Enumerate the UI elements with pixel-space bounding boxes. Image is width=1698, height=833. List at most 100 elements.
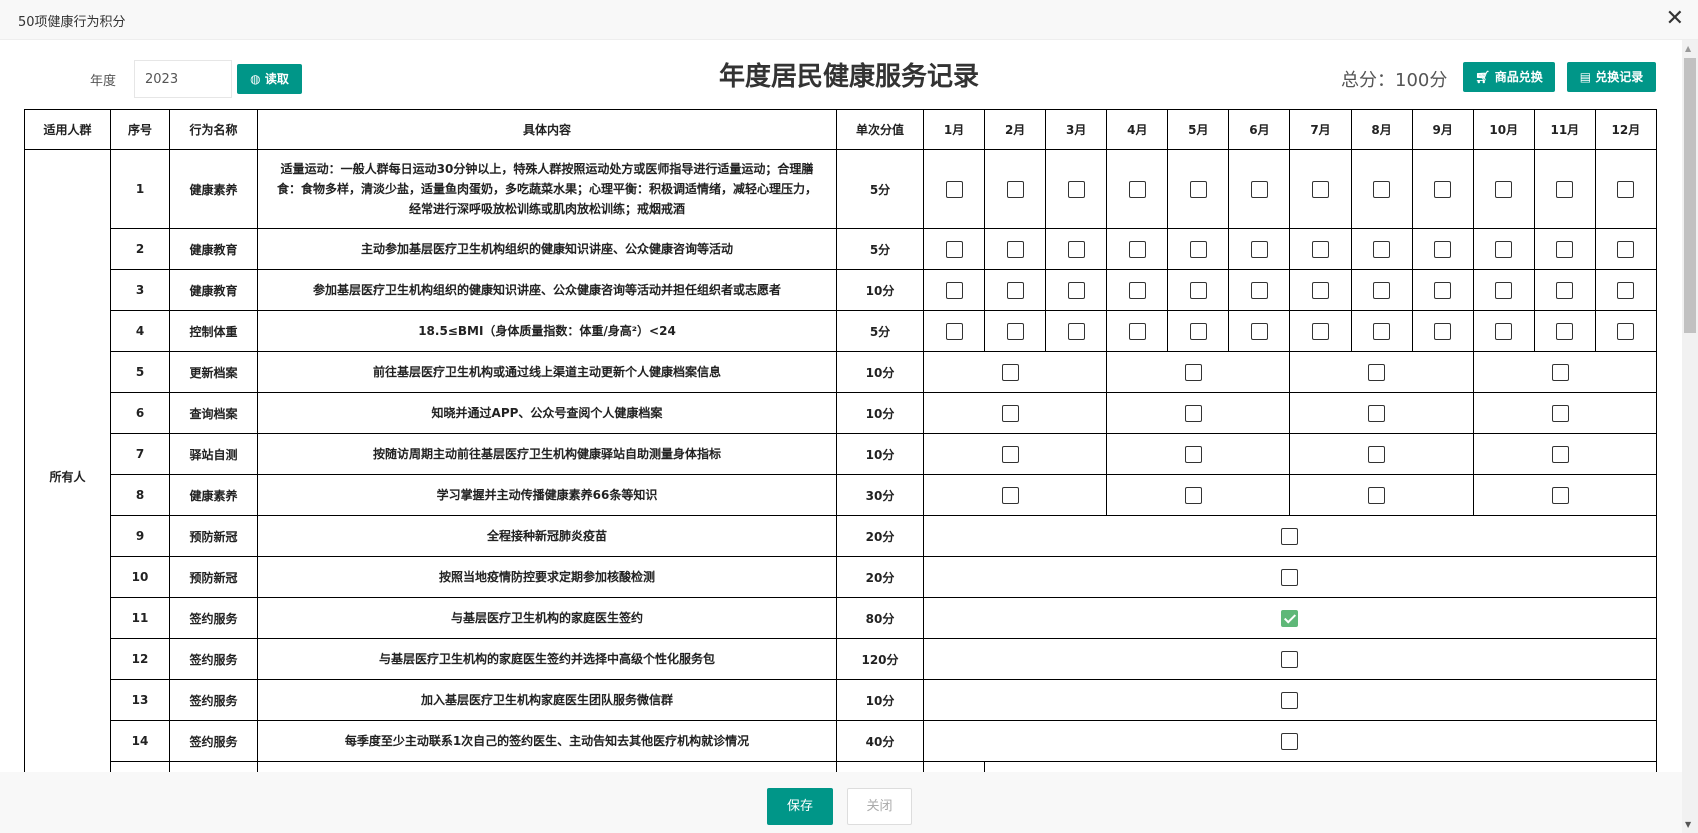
checkbox[interactable] [945,240,963,258]
column-header: 单次分值 [836,109,924,150]
checkbox[interactable] [1495,240,1513,258]
checkbox[interactable] [1006,240,1024,258]
behavior-content: 全程接种新冠肺炎疫苗 [257,515,837,557]
checkbox[interactable] [1373,281,1391,299]
checkbox[interactable] [1312,240,1329,258]
checkbox[interactable] [1189,240,1207,258]
scrollbar-thumb[interactable] [1684,58,1696,333]
scroll-down-icon[interactable]: ▼ [1685,820,1692,829]
vertical-scrollbar[interactable]: ▲ ▼ [1682,40,1698,833]
checkbox[interactable] [1368,486,1386,504]
checkbox[interactable] [1281,732,1299,750]
checkbox[interactable] [1250,180,1268,198]
check-cell [1289,269,1352,311]
checkbox[interactable] [1185,404,1203,422]
checkbox[interactable] [1128,180,1146,198]
check-cell [1594,310,1657,352]
close-button[interactable]: 关闭 [847,788,912,825]
exchange-record-button[interactable]: ▤ 兑换记录 [1567,62,1656,92]
checkbox[interactable] [1368,445,1386,463]
checkbox[interactable] [1312,322,1329,340]
checkbox[interactable] [1006,281,1024,299]
save-button[interactable]: 保存 [767,788,833,825]
checkbox[interactable] [1495,180,1513,198]
checkbox[interactable] [1067,180,1085,198]
checkbox[interactable] [1002,363,1019,381]
checkbox[interactable] [945,180,963,198]
checkbox[interactable] [1551,445,1569,463]
checkbox[interactable] [945,322,963,340]
year-input[interactable] [134,60,232,98]
checkbox[interactable] [1250,281,1268,299]
checkbox[interactable] [1312,180,1329,198]
score-cell: 10分 [836,679,924,721]
column-header: 具体内容 [257,109,837,150]
checkbox[interactable] [1617,281,1635,299]
checkbox[interactable] [1551,363,1569,381]
checkbox[interactable] [1250,240,1268,258]
checkbox[interactable] [1002,404,1019,422]
checkbox[interactable] [1067,281,1085,299]
check-cell [1411,269,1474,311]
checkbox[interactable] [1006,180,1024,198]
checkbox[interactable] [1617,240,1635,258]
checkbox[interactable] [1281,527,1299,545]
checkbox[interactable] [1373,322,1391,340]
checkbox[interactable] [1189,180,1207,198]
checkbox[interactable] [1002,486,1019,504]
checkbox[interactable] [1189,322,1207,340]
checkbox[interactable] [1185,445,1203,463]
checkbox[interactable] [1551,486,1569,504]
checkbox[interactable] [1434,180,1452,198]
checkbox[interactable] [1189,281,1207,299]
checkbox[interactable] [1281,609,1299,627]
checkbox[interactable] [1617,180,1635,198]
checkbox[interactable] [1067,240,1085,258]
checkbox[interactable] [1002,445,1019,463]
checkbox[interactable] [1617,322,1635,340]
checkbox[interactable] [1281,650,1299,668]
score-cell: 10分 [836,392,924,434]
check-cell [1289,228,1352,270]
checkbox[interactable] [1281,568,1299,586]
checkbox[interactable] [1128,240,1146,258]
checkbox[interactable] [1368,363,1386,381]
empty-cell [922,761,986,772]
checkbox[interactable] [1434,240,1452,258]
behavior-name: 签约服务 [169,720,258,762]
checkbox[interactable] [1551,404,1569,422]
checkbox[interactable] [1006,322,1024,340]
score-cell: 5分 [836,228,924,270]
checkbox[interactable] [1128,281,1146,299]
check-cell [922,149,986,229]
checkbox[interactable] [1067,322,1085,340]
behavior-name: 签约服务 [169,638,258,680]
checkbox[interactable] [1312,281,1329,299]
checkbox[interactable] [1373,180,1391,198]
checkbox[interactable] [1434,281,1452,299]
checkbox[interactable] [1185,486,1203,504]
checkbox[interactable] [1250,322,1268,340]
checkbox[interactable] [1434,322,1452,340]
checkbox[interactable] [1556,180,1574,198]
shop-exchange-button[interactable]: 🛒︎ 商品兑换 [1463,62,1555,92]
check-cell [1472,310,1535,352]
checkbox[interactable] [1373,240,1391,258]
close-icon[interactable]: ✕ [1665,6,1684,31]
checkbox[interactable] [1556,322,1574,340]
checkbox[interactable] [1281,691,1299,709]
checkbox[interactable] [1128,322,1146,340]
checkbox[interactable] [1495,281,1513,299]
check-cell [1350,228,1413,270]
checkbox[interactable] [945,281,963,299]
checkbox[interactable] [1556,240,1574,258]
check-cell [1106,392,1291,434]
checkbox[interactable] [1185,363,1203,381]
scroll-up-icon[interactable]: ▲ [1685,44,1692,53]
checkbox[interactable] [1495,322,1513,340]
read-button[interactable]: ◍ 读取 [237,64,302,94]
checkbox[interactable] [1556,281,1574,299]
check-cell [1411,228,1474,270]
checkbox[interactable] [1368,404,1386,422]
group-cell: 所有人 [24,149,111,772]
